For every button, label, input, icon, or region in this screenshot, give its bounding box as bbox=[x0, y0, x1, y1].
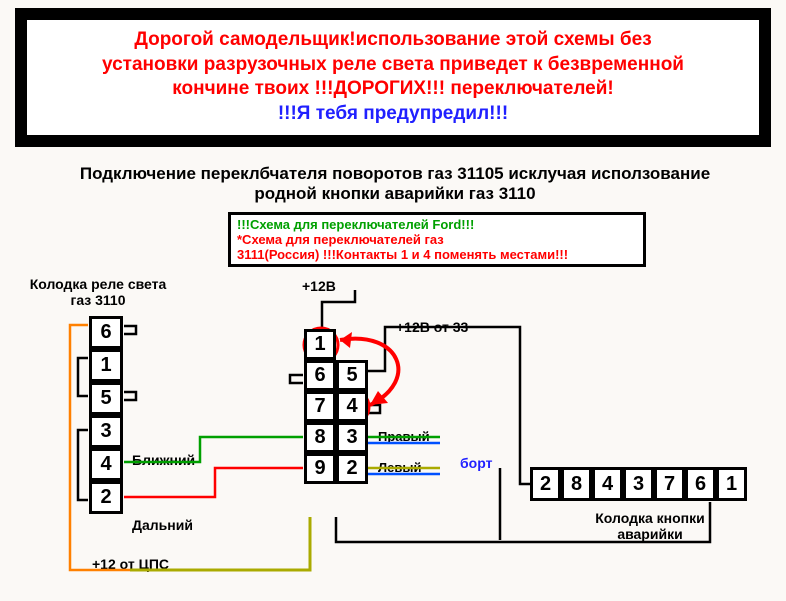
title-line2: родной кнопки аварийки газ 3110 bbox=[60, 184, 730, 204]
right-pin-7: 7 bbox=[654, 467, 685, 501]
diagram-title: Подключение переклбчателя поворотов газ … bbox=[60, 164, 730, 204]
plus12v-label: +12В bbox=[302, 278, 336, 294]
board-label: борт bbox=[460, 455, 492, 471]
right-pin-2: 2 bbox=[530, 467, 561, 501]
wire bbox=[124, 326, 136, 334]
wire bbox=[368, 405, 380, 413]
center-pin-7: 7 bbox=[304, 391, 336, 422]
left-label: Левый bbox=[378, 460, 421, 475]
scheme-note-gaz: *Схема для переключателей газ 3111(Росси… bbox=[237, 232, 637, 262]
center-pin-3: 3 bbox=[336, 422, 368, 453]
left-pin-6: 6 bbox=[89, 316, 123, 349]
center-pin-2: 2 bbox=[336, 453, 368, 484]
warning-box: Дорогой самодельщик!использование этой с… bbox=[15, 8, 771, 147]
center-pin-5: 5 bbox=[336, 360, 368, 391]
swap-arrow-head bbox=[370, 391, 388, 405]
relay-block-label: Колодка реле светагаз 3110 bbox=[18, 276, 178, 308]
left-pin-1: 1 bbox=[89, 349, 123, 382]
hazard-block-label: Колодка кнопкиаварийки bbox=[560, 510, 740, 542]
scheme-note-gaz-a: *Схема для переключателей газ bbox=[237, 232, 444, 247]
far-label: Дальний bbox=[132, 517, 193, 533]
right-label: Правый bbox=[378, 429, 430, 444]
left-pin-4: 4 bbox=[89, 448, 123, 481]
center-pin-8: 8 bbox=[304, 422, 336, 453]
left-pin-5: 5 bbox=[89, 382, 123, 415]
warning-line4: !!!Я тебя предупредил!!! bbox=[37, 102, 749, 127]
scheme-note-ford: !!!Схема для переключателей Ford!!! bbox=[237, 217, 637, 232]
wire bbox=[78, 358, 88, 396]
left-pin-2: 2 bbox=[89, 481, 123, 514]
warning-line1: Дорогой самодельщик!использование этой с… bbox=[37, 28, 749, 53]
near-label: Ближний bbox=[132, 452, 195, 468]
left-pin-3: 3 bbox=[89, 415, 123, 448]
wire bbox=[78, 430, 88, 500]
wire bbox=[124, 392, 136, 400]
plus12-cps-label: +12 от ЦПС bbox=[92, 556, 169, 572]
swap-arrow-head bbox=[340, 332, 352, 348]
center-pin-9: 9 bbox=[304, 453, 336, 484]
right-pin-3: 3 bbox=[623, 467, 654, 501]
right-pin-4: 4 bbox=[592, 467, 623, 501]
scheme-note-gaz-b: 3111(Россия) bbox=[237, 247, 323, 262]
scheme-note-box: !!!Схема для переключателей Ford!!! *Схе… bbox=[228, 212, 646, 267]
center-pin-6: 6 bbox=[304, 360, 336, 391]
wire bbox=[322, 290, 355, 328]
right-pin-1: 1 bbox=[716, 467, 747, 501]
wire bbox=[290, 375, 303, 383]
title-line1: Подключение переклбчателя поворотов газ … bbox=[60, 164, 730, 184]
warning-line3: кончине твоих !!!ДОРОГИХ!!! переключател… bbox=[37, 77, 749, 102]
scheme-note-gaz-c: !!!Контакты 1 и 4 поменять местами!!! bbox=[323, 247, 568, 262]
right-pin-8: 8 bbox=[561, 467, 592, 501]
center-pin-4: 4 bbox=[336, 391, 368, 422]
center-pin-1: 1 bbox=[304, 329, 336, 360]
wire bbox=[124, 468, 303, 497]
right-pin-6: 6 bbox=[685, 467, 716, 501]
plus12v-33-label: +12В от 33 bbox=[396, 319, 468, 335]
warning-line2: установки разрузочных реле света приведе… bbox=[37, 53, 749, 78]
